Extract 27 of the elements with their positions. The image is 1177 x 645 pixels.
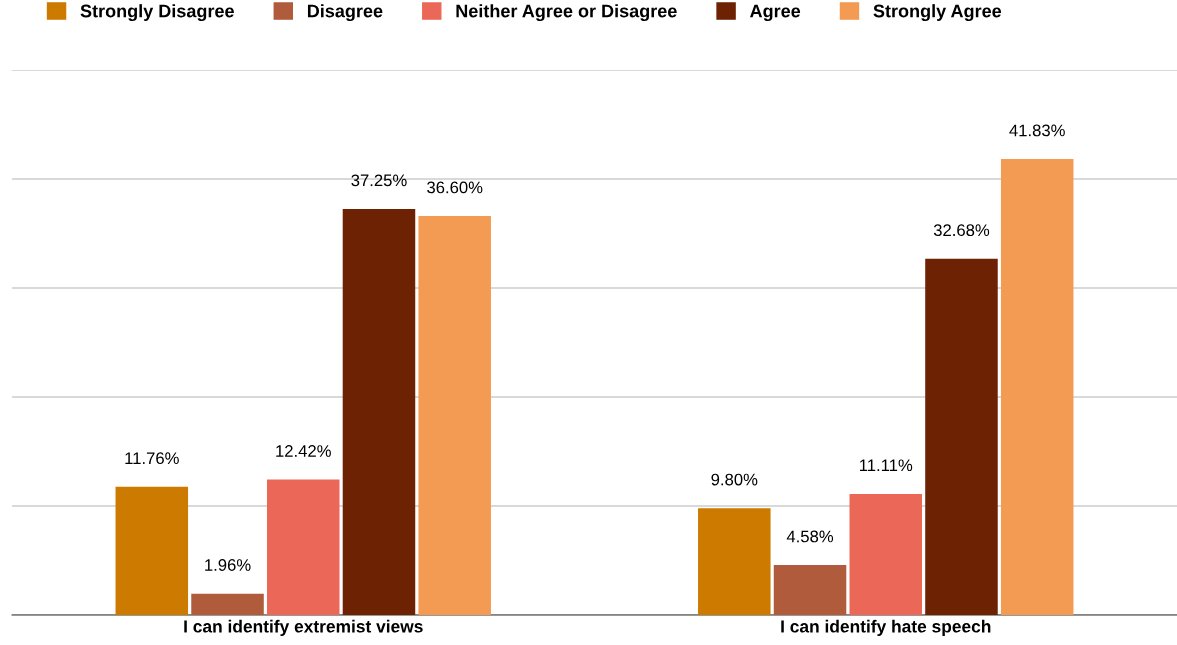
data-label: 41.83% [1009, 124, 1065, 137]
x-tick-label: I can identify hate speech [781, 619, 991, 637]
data-label: 32.68% [933, 224, 990, 237]
bar [266, 479, 340, 615]
bar [1000, 159, 1074, 615]
data-label: 37.25% [351, 174, 407, 187]
bar [418, 216, 491, 615]
bar [698, 508, 771, 615]
data-label: 36.60% [427, 181, 483, 194]
bar [925, 258, 998, 615]
bar [115, 486, 189, 615]
legend-label: Agree [750, 4, 801, 22]
bar [773, 565, 847, 615]
data-label: 4.58% [786, 530, 834, 543]
bar [849, 493, 923, 615]
bar [342, 208, 416, 615]
data-label: 11.76% [125, 452, 179, 465]
legend-label: Strongly Disagree [80, 4, 234, 22]
x-tick-label: I can identify extremist views [184, 619, 423, 637]
data-label: 11.11% [859, 459, 913, 472]
data-label: 1.96% [205, 559, 251, 571]
legend-label: Strongly Agree [873, 4, 1002, 22]
data-label: 12.42% [276, 445, 331, 457]
data-label: 9.80% [711, 473, 758, 486]
legend-label: Disagree [307, 4, 383, 22]
bar [191, 593, 264, 615]
legend-label: Neither Agree or Disagree [456, 4, 677, 22]
